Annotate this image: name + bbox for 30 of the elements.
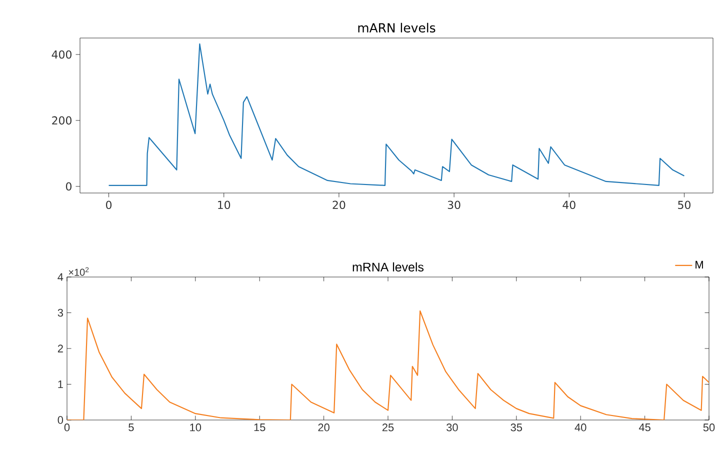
chart-title: mARN levels: [358, 22, 436, 32]
y-tick-label: 2: [58, 344, 63, 352]
x-tick-label: 30: [448, 200, 460, 210]
x-tick-label: 25: [382, 424, 394, 432]
legend-label: M: [696, 260, 703, 268]
x-tick-label: 30: [446, 424, 458, 432]
x-tick-label: 35: [510, 424, 522, 432]
y-tick-label: 4: [58, 273, 64, 281]
x-tick-label: 10: [218, 200, 230, 210]
x-tick-label: 10: [190, 424, 202, 432]
line-series: [108, 43, 685, 186]
text: ×10$^{2}$: [68, 267, 89, 276]
x-tick-label: 45: [638, 424, 650, 432]
line-series: [67, 310, 710, 420]
x-tick-label: 50: [678, 200, 690, 210]
x-tick-label: 0: [106, 200, 112, 210]
x-tick-label: 15: [254, 424, 266, 432]
x-tick-label: 40: [562, 200, 576, 210]
chart-title: mRNA levels: [352, 262, 424, 272]
y-tick-label: 0: [66, 182, 72, 191]
x-tick-label: 40: [574, 424, 586, 432]
x-tick-label: 20: [318, 424, 330, 432]
y-tick-label: 0: [58, 416, 64, 424]
x-tick-label: 5: [128, 424, 134, 432]
x-tick-label: 20: [332, 200, 346, 210]
x-tick-label: 50: [703, 424, 715, 432]
y-tick-label: 1: [58, 380, 63, 388]
y-tick-label: 200: [52, 116, 72, 125]
y-tick-label: 3: [58, 308, 63, 317]
y-tick-label: 400: [52, 50, 72, 59]
